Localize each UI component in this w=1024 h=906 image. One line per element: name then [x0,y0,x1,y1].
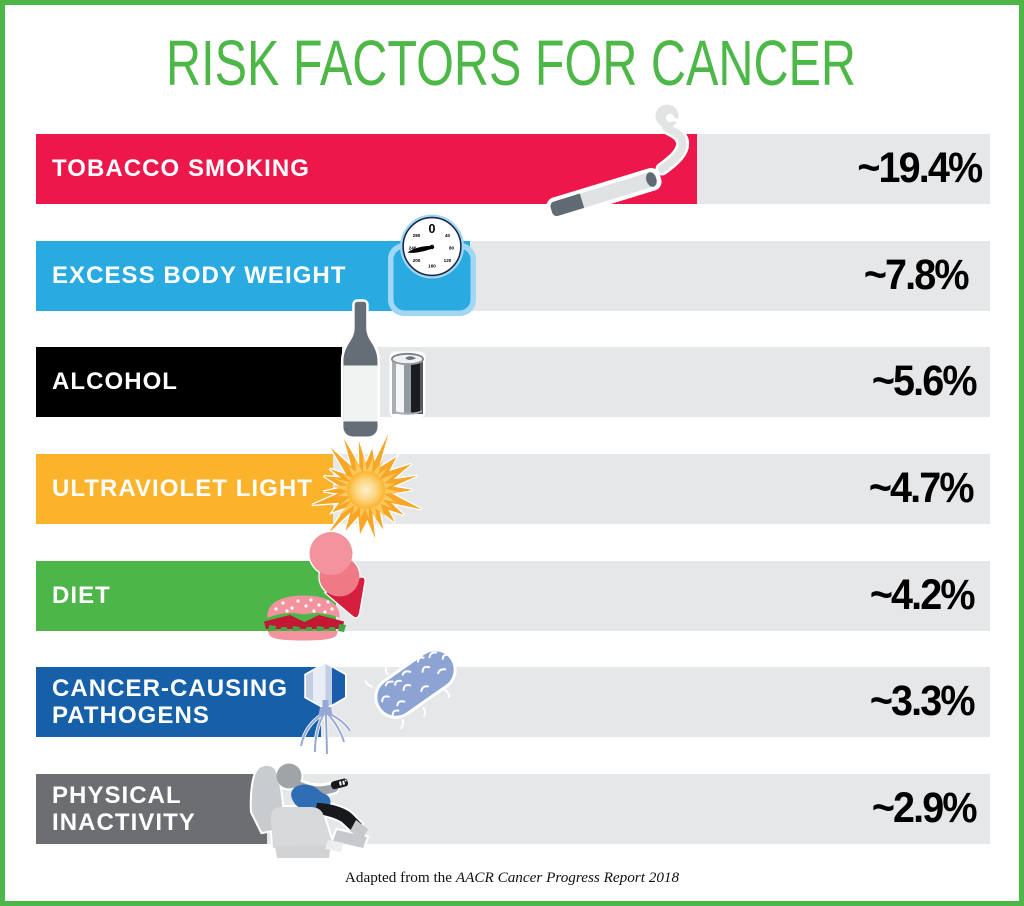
svg-text:160: 160 [428,264,436,269]
svg-text:80: 80 [449,246,455,251]
svg-text:200: 200 [413,258,421,263]
svg-text:RISK FACTORS FOR CANCER: RISK FACTORS FOR CANCER [166,27,856,99]
svg-text:40: 40 [445,233,451,238]
svg-text:240: 240 [409,246,417,251]
svg-text:280: 280 [413,233,421,238]
svg-text:0: 0 [429,222,436,236]
svg-text:120: 120 [444,258,452,263]
